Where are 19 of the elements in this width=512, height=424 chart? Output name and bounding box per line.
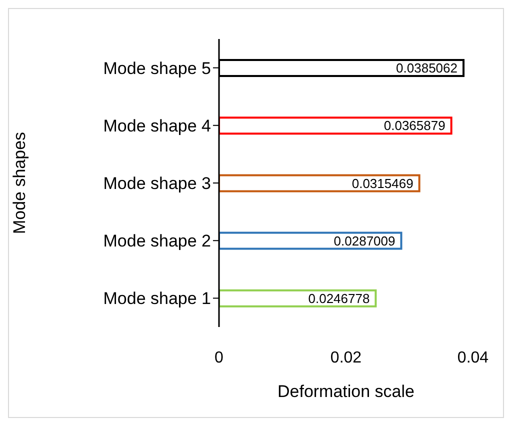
x-tick-label: 0.02 [330,349,362,366]
bar [219,174,420,192]
bar [219,232,402,250]
y-tick-label: Mode shape 5 [103,58,211,78]
data-label: 0.0315469 [352,176,414,191]
data-label: 0.0385062 [396,60,458,76]
data-label: 0.0246778 [308,291,370,306]
y-tick-label: Mode shape 3 [103,174,211,194]
bar [219,289,377,308]
y-tick-label: Mode shape 2 [103,232,211,251]
bar [219,116,452,135]
data-label: 0.0365879 [384,118,446,134]
x-tick-label: 0 [214,349,224,366]
y-axis-title: Mode shapes [10,132,30,234]
y-tick-label: Mode shape 4 [103,116,211,136]
x-axis-title: Deformation scale [277,382,415,401]
data-label: 0.0287009 [334,233,396,248]
y-tick-label: Mode shape 1 [103,289,211,308]
x-tick-label: 0.04 [457,349,489,366]
